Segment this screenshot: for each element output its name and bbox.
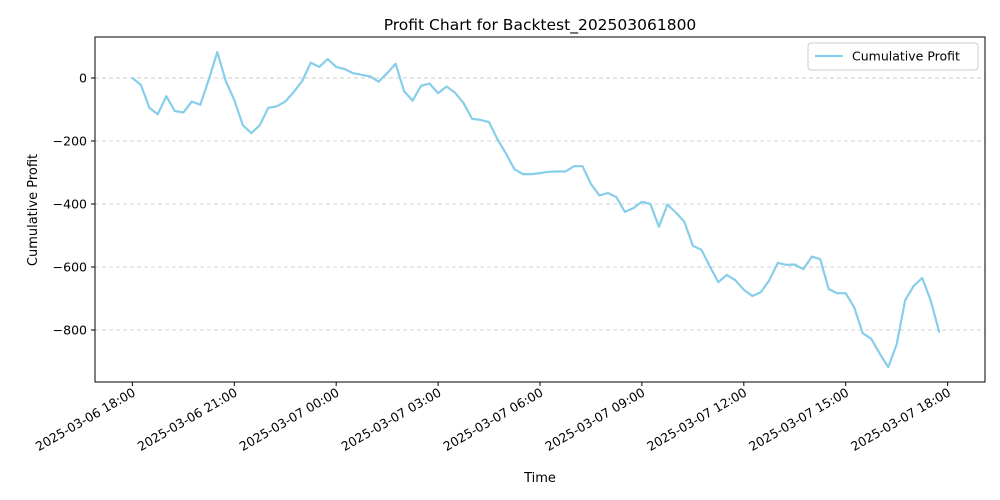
cumulative-profit-line (131, 50, 941, 369)
y-tick-label: 0 (79, 70, 87, 85)
plot-area (131, 50, 941, 369)
y-tick-label: −600 (53, 260, 87, 275)
y-axis: 0 −200 −400 −600 −800 (53, 70, 95, 338)
legend-label: Cumulative Profit (852, 49, 960, 64)
y-tick-label: −800 (53, 323, 87, 338)
legend-box (807, 42, 979, 71)
chart-title: Profit Chart for Backtest_202503061800 (384, 16, 697, 35)
y-axis-label: Cumulative Profit (26, 154, 41, 266)
x-axis-label: Time (523, 471, 556, 486)
gridlines (95, 77, 985, 331)
y-tick-label: −200 (53, 133, 87, 148)
legend: Cumulative Profit (807, 42, 979, 71)
y-tick-label: −400 (53, 196, 87, 211)
